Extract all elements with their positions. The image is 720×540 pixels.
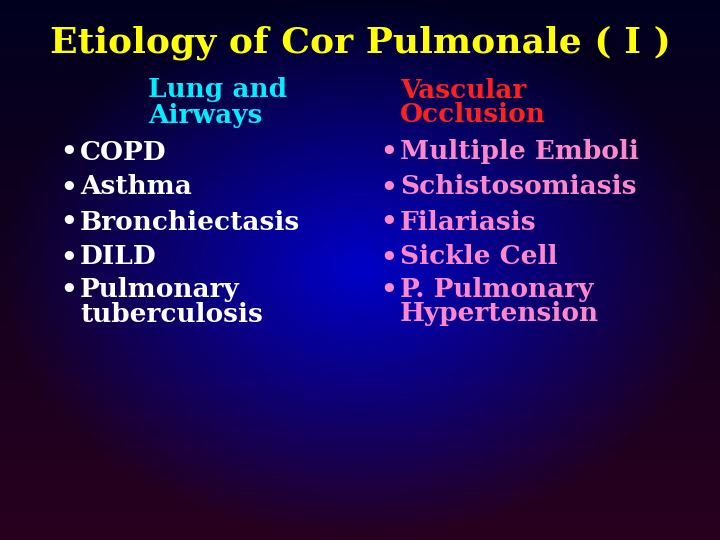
Text: COPD: COPD [80,139,166,165]
Text: Filariasis: Filariasis [400,210,536,234]
Text: •: • [380,174,397,199]
Text: Asthma: Asthma [80,174,192,199]
Text: Hypertension: Hypertension [400,301,599,327]
Text: Vascular: Vascular [400,78,526,103]
Text: •: • [380,245,397,269]
Text: •: • [380,278,397,302]
Text: •: • [60,139,77,165]
Text: DILD: DILD [80,245,157,269]
Text: Pulmonary: Pulmonary [80,278,240,302]
Text: •: • [380,139,397,165]
Text: •: • [60,174,77,199]
Text: •: • [60,210,77,234]
Text: •: • [380,210,397,234]
Text: Schistosomiasis: Schistosomiasis [400,174,636,199]
Text: Etiology of Cor Pulmonale ( I ): Etiology of Cor Pulmonale ( I ) [50,26,670,60]
Text: •: • [60,245,77,269]
Text: Lung and: Lung and [148,78,287,103]
Text: Occlusion: Occlusion [400,103,546,127]
Text: P. Pulmonary: P. Pulmonary [400,278,593,302]
Text: •: • [60,278,77,302]
Text: tuberculosis: tuberculosis [80,301,263,327]
Text: Bronchiectasis: Bronchiectasis [80,210,300,234]
Text: Multiple Emboli: Multiple Emboli [400,139,639,165]
Text: Sickle Cell: Sickle Cell [400,245,557,269]
Text: Airways: Airways [148,103,262,127]
